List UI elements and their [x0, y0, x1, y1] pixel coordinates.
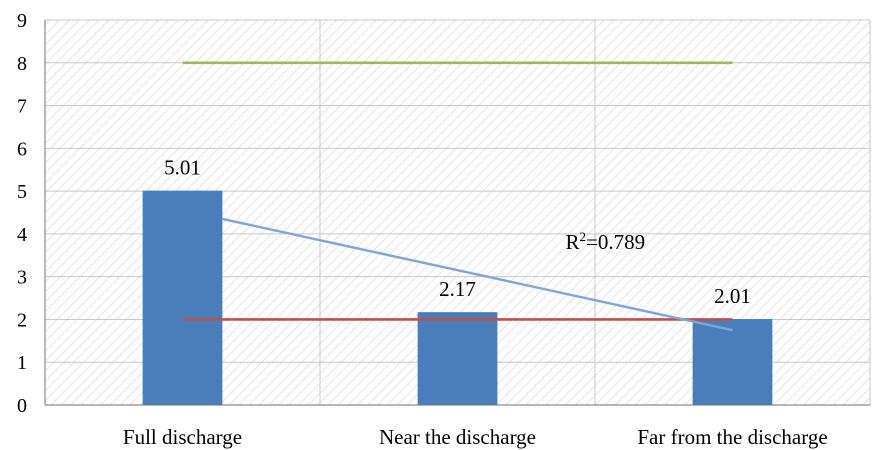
data-label: 5.01 — [164, 156, 201, 180]
r-squared-label: R2=0.789 — [566, 229, 646, 254]
y-tick-label: 3 — [17, 267, 27, 289]
category-label: Full discharge — [123, 425, 242, 449]
bar — [692, 319, 773, 405]
r-squared-value: =0.789 — [586, 230, 645, 254]
r-squared-symbol: R — [566, 230, 580, 254]
y-tick-label: 2 — [17, 309, 27, 331]
data-label: 2.01 — [714, 284, 751, 308]
trendline-group — [222, 217, 733, 332]
y-tick-label: 8 — [17, 53, 27, 75]
y-tick-label: 7 — [17, 96, 27, 118]
y-tick-label: 1 — [17, 352, 27, 374]
y-tick-label: 0 — [17, 395, 27, 417]
category-label: Near the discharge — [379, 425, 536, 449]
y-tick-label: 4 — [17, 224, 27, 246]
r-squared-superscript: 2 — [580, 229, 587, 244]
bar — [417, 312, 498, 405]
reference-lines — [182, 61, 733, 321]
bars — [142, 190, 773, 405]
bar — [142, 190, 223, 405]
category-label: Far from the discharge — [637, 425, 827, 449]
y-tick-label: 6 — [17, 138, 27, 160]
y-tick-label: 9 — [17, 10, 27, 32]
labels: 0 1 2 3 4 5 6 7 8 9 5.01 2.17 2.01 Full discharge Near… — [17, 10, 828, 449]
trendline — [222, 217, 733, 332]
data-label: 2.17 — [439, 277, 476, 301]
y-tick-label: 5 — [17, 181, 27, 203]
